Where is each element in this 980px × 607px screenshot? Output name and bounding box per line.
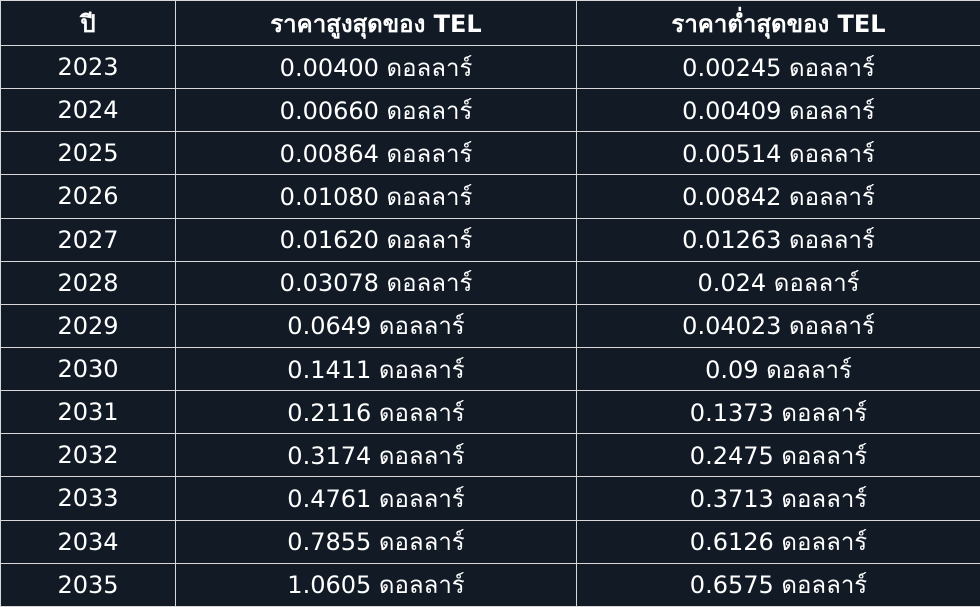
- price-cell: 1.0605 ดอลลาร์: [175, 562, 577, 607]
- price-cell: 0.2475 ดอลลาร์: [576, 433, 980, 478]
- table-header: ปี ราคาสูงสุดของ TEL ราคาต่ำสุดของ TEL: [0, 0, 980, 46]
- price-cell: 0.04023 ดอลลาร์: [576, 303, 980, 348]
- year-cell: 2024: [0, 88, 176, 133]
- table-row: 2035 1.0605 ดอลลาร์ 0.6575 ดอลลาร์: [0, 562, 980, 607]
- price-cell: 0.01620 ดอลลาร์: [175, 217, 577, 262]
- table-row: 2025 0.00864 ดอลลาร์ 0.00514 ดอลลาร์: [0, 131, 980, 176]
- header-cell: ปี: [0, 0, 176, 46]
- price-cell: 0.2116 ดอลลาร์: [175, 390, 577, 435]
- price-cell: 0.6575 ดอลลาร์: [576, 562, 980, 607]
- price-cell: 0.4761 ดอลลาร์: [175, 476, 577, 521]
- header-cell: ราคาต่ำสุดของ TEL: [576, 0, 980, 46]
- table-row: 2030 0.1411 ดอลลาร์ 0.09 ดอลลาร์: [0, 346, 980, 392]
- price-cell: 0.3713 ดอลลาร์: [576, 476, 980, 521]
- price-cell: 0.01080 ดอลลาร์: [175, 174, 577, 219]
- price-cell: 0.00245 ดอลลาร์: [576, 44, 980, 90]
- year-cell: 2034: [0, 519, 176, 564]
- header-cell: ราคาสูงสุดของ TEL: [175, 0, 577, 46]
- price-cell: 0.6126 ดอลลาร์: [576, 519, 980, 564]
- price-cell: 0.00842 ดอลลาร์: [576, 174, 980, 219]
- table-row: 2028 0.03078 ดอลลาร์ 0.024 ดอลลาร์: [0, 260, 980, 305]
- year-cell: 2023: [0, 44, 176, 90]
- price-cell: 0.00400 ดอลลาร์: [175, 44, 577, 90]
- table-row: 2026 0.01080 ดอลลาร์ 0.00842 ดอลลาร์: [0, 174, 980, 219]
- table-row: 2031 0.2116 ดอลลาร์ 0.1373 ดอลลาร์: [0, 390, 980, 435]
- table-body: 2023 0.00400 ดอลลาร์ 0.00245 ดอลลาร์ 2024 0.…: [0, 44, 980, 607]
- table-row: 2033 0.4761 ดอลลาร์ 0.3713 ดอลลาร์: [0, 476, 980, 521]
- year-cell: 2026: [0, 174, 176, 219]
- year-cell: 2025: [0, 131, 176, 176]
- header-row: ปี ราคาสูงสุดของ TEL ราคาต่ำสุดของ TEL: [0, 0, 980, 46]
- year-cell: 2028: [0, 260, 176, 305]
- price-cell: 0.00864 ดอลลาร์: [175, 131, 577, 176]
- price-cell: 0.00660 ดอลลาร์: [175, 88, 577, 133]
- price-cell: 0.1373 ดอลลาร์: [576, 390, 980, 435]
- price-cell: 0.7855 ดอลลาร์: [175, 519, 577, 564]
- price-cell: 0.00409 ดอลลาร์: [576, 88, 980, 133]
- year-cell: 2032: [0, 433, 176, 478]
- year-cell: 2033: [0, 476, 176, 521]
- price-cell: 0.03078 ดอลลาร์: [175, 260, 577, 305]
- price-cell: 0.024 ดอลลาร์: [576, 260, 980, 305]
- table-row: 2034 0.7855 ดอลลาร์ 0.6126 ดอลลาร์: [0, 519, 980, 564]
- price-cell: 0.0649 ดอลลาร์: [175, 303, 577, 348]
- table-row: 2023 0.00400 ดอลลาร์ 0.00245 ดอลลาร์: [0, 44, 980, 90]
- price-cell: 0.00514 ดอลลาร์: [576, 131, 980, 176]
- table-row: 2029 0.0649 ดอลลาร์ 0.04023 ดอลลาร์: [0, 303, 980, 348]
- year-cell: 2035: [0, 562, 176, 607]
- year-cell: 2029: [0, 303, 176, 348]
- price-cell: 0.1411 ดอลลาร์: [175, 346, 577, 392]
- price-cell: 0.3174 ดอลลาร์: [175, 433, 577, 478]
- price-cell: 0.01263 ดอลลาร์: [576, 217, 980, 262]
- year-cell: 2030: [0, 346, 176, 392]
- year-cell: 2031: [0, 390, 176, 435]
- year-cell: 2027: [0, 217, 176, 262]
- table-row: 2024 0.00660 ดอลลาร์ 0.00409 ดอลลาร์: [0, 88, 980, 133]
- table-row: 2032 0.3174 ดอลลาร์ 0.2475 ดอลลาร์: [0, 433, 980, 478]
- price-cell: 0.09 ดอลลาร์: [576, 346, 980, 392]
- table-row: 2027 0.01620 ดอลลาร์ 0.01263 ดอลลาร์: [0, 217, 980, 262]
